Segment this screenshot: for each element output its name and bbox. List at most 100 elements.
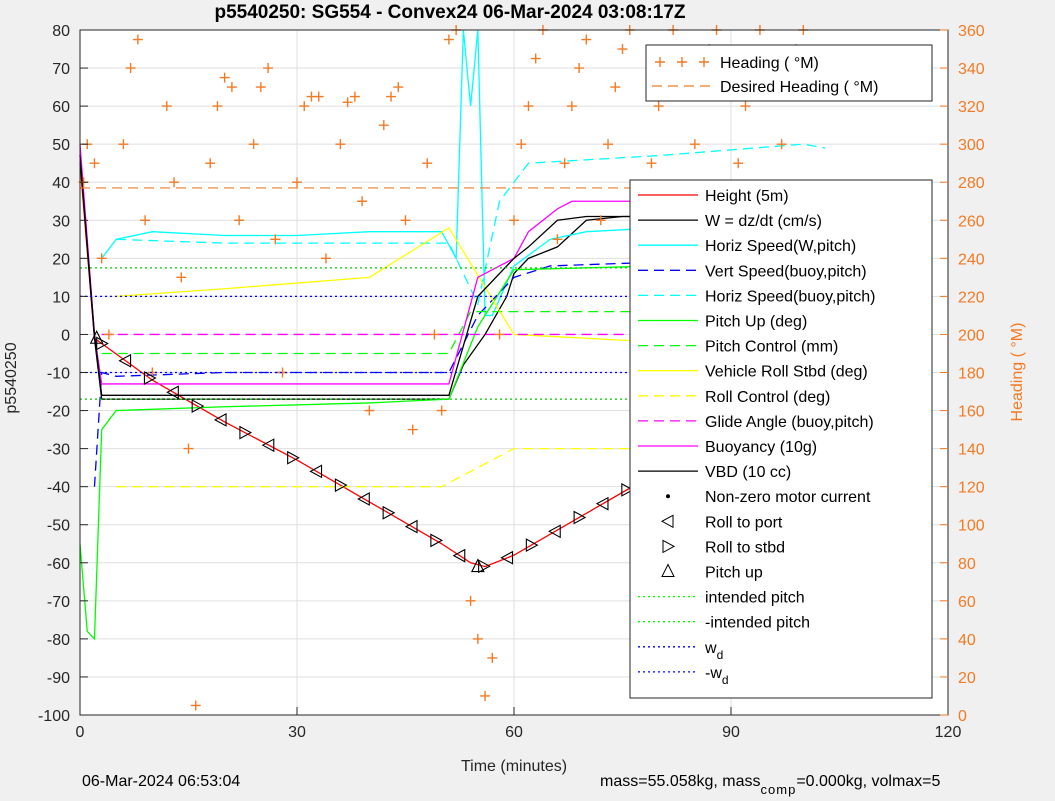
heading-point <box>342 97 353 108</box>
roll-port-marker <box>118 353 132 368</box>
y-tick-label: -30 <box>47 442 70 459</box>
roll-port-marker <box>309 464 323 479</box>
legend-swatch-tri-up <box>661 563 675 577</box>
pitch-up-marker <box>470 558 485 573</box>
y2-tick-label: 60 <box>958 594 976 611</box>
y-tick-label: -10 <box>47 366 70 383</box>
y2-tick-label: 140 <box>958 442 985 459</box>
legend-label: Pitch Control (mm) <box>705 339 838 356</box>
legend-label: intended pitch <box>705 590 805 607</box>
heading-point <box>103 329 114 340</box>
legend-label: W = dz/dt (cm/s) <box>705 213 822 230</box>
heading-point <box>523 101 534 112</box>
legend-label: Pitch up <box>705 565 763 582</box>
footer-comp-sub: comp <box>760 782 797 797</box>
heading-point <box>581 34 592 45</box>
legend-label: Vert Speed(buoy,pitch) <box>705 263 867 280</box>
heading-point <box>494 329 505 340</box>
roll-stbd-marker <box>478 559 491 574</box>
legend-label: Roll to stbd <box>705 539 785 556</box>
legend-heading-swatch <box>655 57 665 67</box>
y2-tick-label: 100 <box>958 518 985 535</box>
y-tick-label: -80 <box>47 632 70 649</box>
legend-heading-swatch <box>699 57 709 67</box>
heading-point <box>559 158 570 169</box>
heading-point <box>472 633 483 644</box>
y2-tick-label: 300 <box>958 137 985 154</box>
y-tick-label: -70 <box>47 594 70 611</box>
heading-point <box>270 234 281 245</box>
heading-point <box>603 139 614 150</box>
heading-point <box>509 215 519 226</box>
y2-tick-label: 180 <box>958 366 985 383</box>
heading-point <box>96 253 107 264</box>
heading-point <box>205 158 216 169</box>
y-tick-label: 60 <box>52 99 70 116</box>
footer-mass-text: mass=55.058kg, mass <box>600 773 761 790</box>
x-tick-label: 90 <box>722 724 740 741</box>
heading-point <box>422 158 433 169</box>
y-tick-label: -50 <box>47 518 70 535</box>
y2-axis-label: Heading ( °M) <box>1009 323 1026 422</box>
heading-point <box>118 139 129 150</box>
heading-point <box>689 139 700 150</box>
heading-point <box>292 177 302 188</box>
roll-stbd-marker <box>525 538 539 553</box>
y2-tick-label: 120 <box>958 480 985 497</box>
x-tick-label: 30 <box>288 724 306 741</box>
x-tick-label: 120 <box>935 724 962 741</box>
heading-point <box>465 595 476 606</box>
roll-stbd-marker <box>334 478 348 493</box>
heading-point <box>617 44 628 55</box>
legend-heading-label: Heading ( °M) <box>720 55 819 72</box>
y2-tick-label: 160 <box>958 404 985 421</box>
roll-stbd-marker <box>430 533 444 548</box>
y2-tick-label: 260 <box>958 213 985 230</box>
heading-point <box>255 82 266 93</box>
roll-port-marker <box>595 496 609 511</box>
legend-swatch-dot <box>666 494 670 499</box>
roll-stbd-marker <box>573 510 587 525</box>
heading-point <box>132 34 143 45</box>
roll-stbd-marker <box>621 482 634 497</box>
roll-port-marker <box>548 524 561 539</box>
chart-title: p5540250: SG554 - Convex24 06-Mar-2024 0… <box>214 2 685 23</box>
legend-swatch-tri-left <box>660 514 674 529</box>
heading-point <box>176 272 187 283</box>
heading-point <box>530 53 541 64</box>
heading-point <box>653 101 664 112</box>
legend-label: Horiz Speed(buoy,pitch) <box>705 288 875 305</box>
y2-tick-label: 280 <box>958 175 985 192</box>
heading-point <box>320 253 331 264</box>
roll-stbd-marker <box>382 505 396 520</box>
heading-point <box>436 405 447 416</box>
series-line-horiz-speed-buoy-pitch <box>116 143 826 307</box>
y-tick-label: 80 <box>52 23 70 40</box>
heading-point <box>378 120 389 131</box>
y-axis-right: 0 20 40 60 80 100 120 140 160 180 200 220 240 260 280 3… <box>940 23 985 725</box>
y2-tick-label: 320 <box>958 99 985 116</box>
heading-point <box>407 424 418 435</box>
heading-point <box>733 158 744 169</box>
roll-stbd-marker <box>191 399 205 413</box>
roll-port-marker <box>452 548 466 563</box>
heading-point <box>610 82 621 93</box>
legend-label: Roll Control (deg) <box>705 389 830 406</box>
x-tick-label: 0 <box>76 724 85 741</box>
roll-stbd-marker <box>239 425 253 440</box>
roll-port-marker <box>261 438 275 453</box>
heading-point <box>234 215 245 226</box>
heading-point <box>190 700 201 711</box>
y-axis-label: p5540250 <box>3 342 20 413</box>
legend-label-subscript: d <box>722 673 729 687</box>
y-tick-label: 30 <box>52 213 70 230</box>
legend-label: Height (5m) <box>705 188 789 205</box>
heading-point <box>740 101 751 112</box>
heading-point <box>357 196 368 207</box>
y2-tick-label: 360 <box>958 23 985 40</box>
heading-point <box>429 329 440 340</box>
legend-label: VBD (10 cc) <box>705 464 791 481</box>
heading-point <box>219 72 230 83</box>
heading-point <box>566 101 577 112</box>
